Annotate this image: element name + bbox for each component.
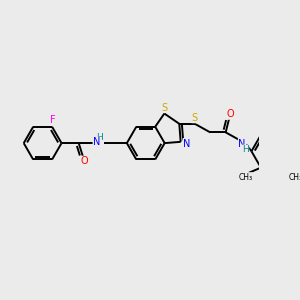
Text: F: F — [50, 115, 56, 125]
Text: N: N — [93, 137, 100, 147]
Text: S: S — [161, 103, 167, 112]
Text: N: N — [183, 139, 190, 148]
Text: CH₃: CH₃ — [289, 172, 300, 182]
Text: O: O — [226, 109, 234, 119]
Text: CH₃: CH₃ — [238, 172, 253, 182]
Text: O: O — [80, 156, 88, 166]
Text: N: N — [238, 139, 246, 148]
Text: H: H — [242, 145, 249, 154]
Text: H: H — [96, 134, 103, 142]
Text: S: S — [192, 113, 198, 123]
